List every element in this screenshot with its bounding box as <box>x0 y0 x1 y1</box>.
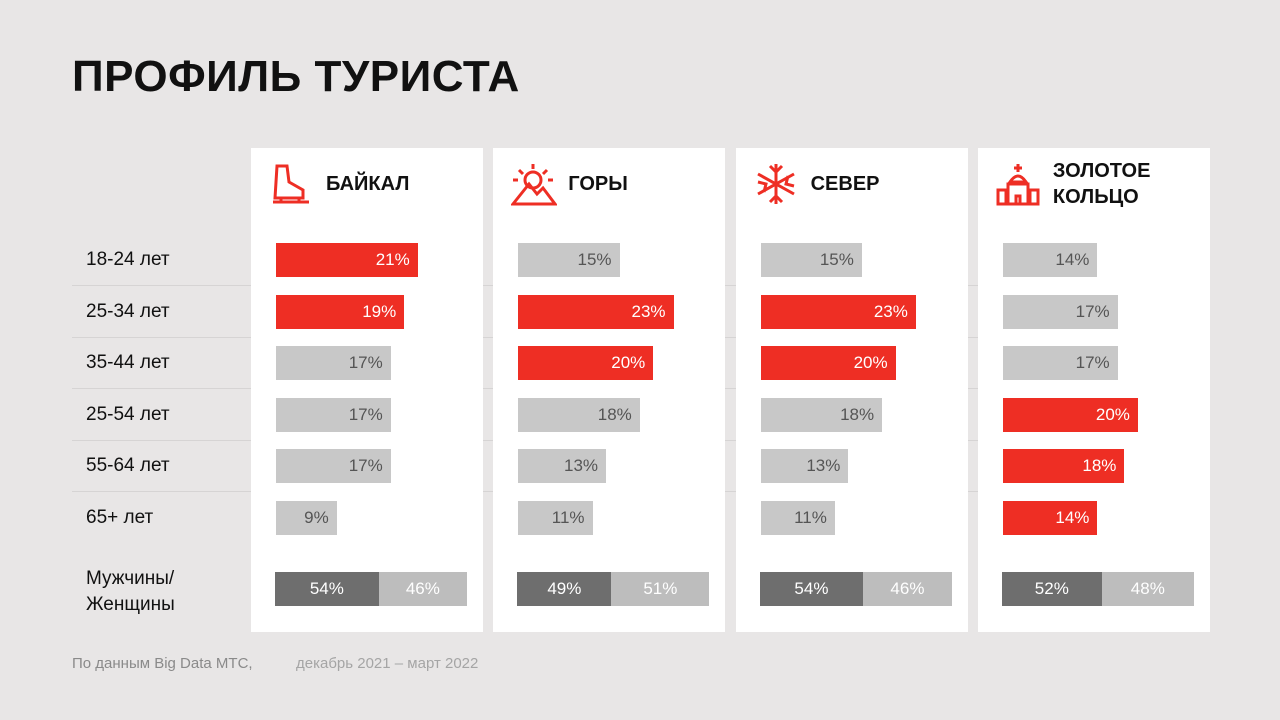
bar <box>760 397 883 432</box>
bar <box>1002 449 1125 484</box>
gender-label: Женщины <box>86 594 175 615</box>
gender-bar-label: 46% <box>405 579 440 598</box>
bar-label: 17% <box>348 404 383 424</box>
bar-label: 15% <box>577 250 612 269</box>
gender-bar <box>611 572 710 606</box>
source-date: декабрь 2021 – март 2022 <box>296 655 479 672</box>
bar-label: 20% <box>611 353 646 373</box>
bar-label: 17% <box>1075 353 1110 373</box>
bar-label: 17% <box>1075 301 1110 321</box>
bar <box>518 243 620 277</box>
bar-label: 17% <box>348 456 383 476</box>
bar <box>1002 501 1098 535</box>
gender-bar-label: 54% <box>309 579 344 598</box>
row-label: 25-34 лет <box>86 300 170 322</box>
panel <box>977 148 1210 632</box>
column-title: БАЙКАЛ <box>326 173 410 195</box>
gender-bar-label: 54% <box>794 579 829 598</box>
bar-label: 20% <box>853 353 888 373</box>
column-title: ЗОЛОТОЕ КОЛЬЦО <box>1052 160 1151 208</box>
gender-bar <box>378 572 467 606</box>
bar <box>1002 397 1138 432</box>
bar <box>276 449 391 484</box>
bar-label: 15% <box>819 250 854 269</box>
gender-bar-label: 51% <box>643 579 678 598</box>
bar <box>518 501 593 535</box>
icon <box>511 164 558 206</box>
bar-label: 21% <box>375 250 410 269</box>
bar <box>760 449 849 484</box>
bar-label: 13% <box>806 456 841 476</box>
gender-bar <box>517 572 612 606</box>
bar-label: 23% <box>631 301 666 321</box>
bar <box>518 346 654 381</box>
bar-label: 18% <box>840 404 875 424</box>
row-label: 65+ лет <box>86 507 154 528</box>
gender-bar <box>1101 572 1194 606</box>
panel <box>735 148 968 632</box>
bar-label: 18% <box>1082 456 1117 476</box>
column-title: ГОРЫ <box>568 173 628 195</box>
bar <box>276 501 337 535</box>
row-label: 18-24 лет <box>86 249 170 270</box>
bar <box>760 243 862 277</box>
bar-label: 20% <box>1095 404 1130 424</box>
bar <box>1002 346 1118 381</box>
bar-label: 11% <box>794 508 827 527</box>
bar <box>518 449 607 484</box>
bar <box>276 294 405 329</box>
gender-bar-label: 46% <box>890 579 925 598</box>
bar <box>760 501 835 535</box>
gender-label: Мужчины/ <box>86 568 175 589</box>
bar-label: 18% <box>597 404 632 424</box>
bar-label: 23% <box>873 301 908 321</box>
gender-bar <box>759 572 864 606</box>
gender-bar-label: 49% <box>547 579 582 598</box>
row-label: 25-54 лет <box>86 403 170 425</box>
gender-bar <box>863 572 952 606</box>
bar <box>518 397 640 432</box>
bar-label: 9% <box>304 508 329 527</box>
bar <box>760 346 896 381</box>
bar <box>1002 243 1098 277</box>
source: По данным Big Data МТС, <box>72 655 253 672</box>
icon <box>756 164 795 204</box>
gender-bar-label: 48% <box>1130 579 1165 598</box>
panel <box>251 148 483 632</box>
bar <box>760 294 916 329</box>
bar-label: 13% <box>564 456 599 476</box>
gender-bar <box>1001 572 1102 606</box>
bar <box>276 397 391 432</box>
bar-label: 11% <box>551 508 585 527</box>
gender-bar-label: 52% <box>1034 579 1069 598</box>
row-label: 55-64 лет <box>86 455 170 477</box>
bar-label: 19% <box>362 301 397 321</box>
bar-label: 17% <box>348 353 383 373</box>
bar <box>518 294 674 329</box>
title: ПРОФИЛЬ ТУРИСТА <box>72 52 520 101</box>
bar <box>276 243 418 277</box>
icon <box>996 164 1040 206</box>
bar <box>1002 294 1118 329</box>
bar-label: 14% <box>1055 250 1090 269</box>
bar-label: 14% <box>1055 508 1090 527</box>
bar <box>276 346 391 381</box>
panel <box>493 148 726 632</box>
gender-bar <box>275 572 379 606</box>
column-title: СЕВЕР <box>810 173 880 195</box>
icon <box>273 164 309 204</box>
row-label: 35-44 лет <box>86 352 170 374</box>
